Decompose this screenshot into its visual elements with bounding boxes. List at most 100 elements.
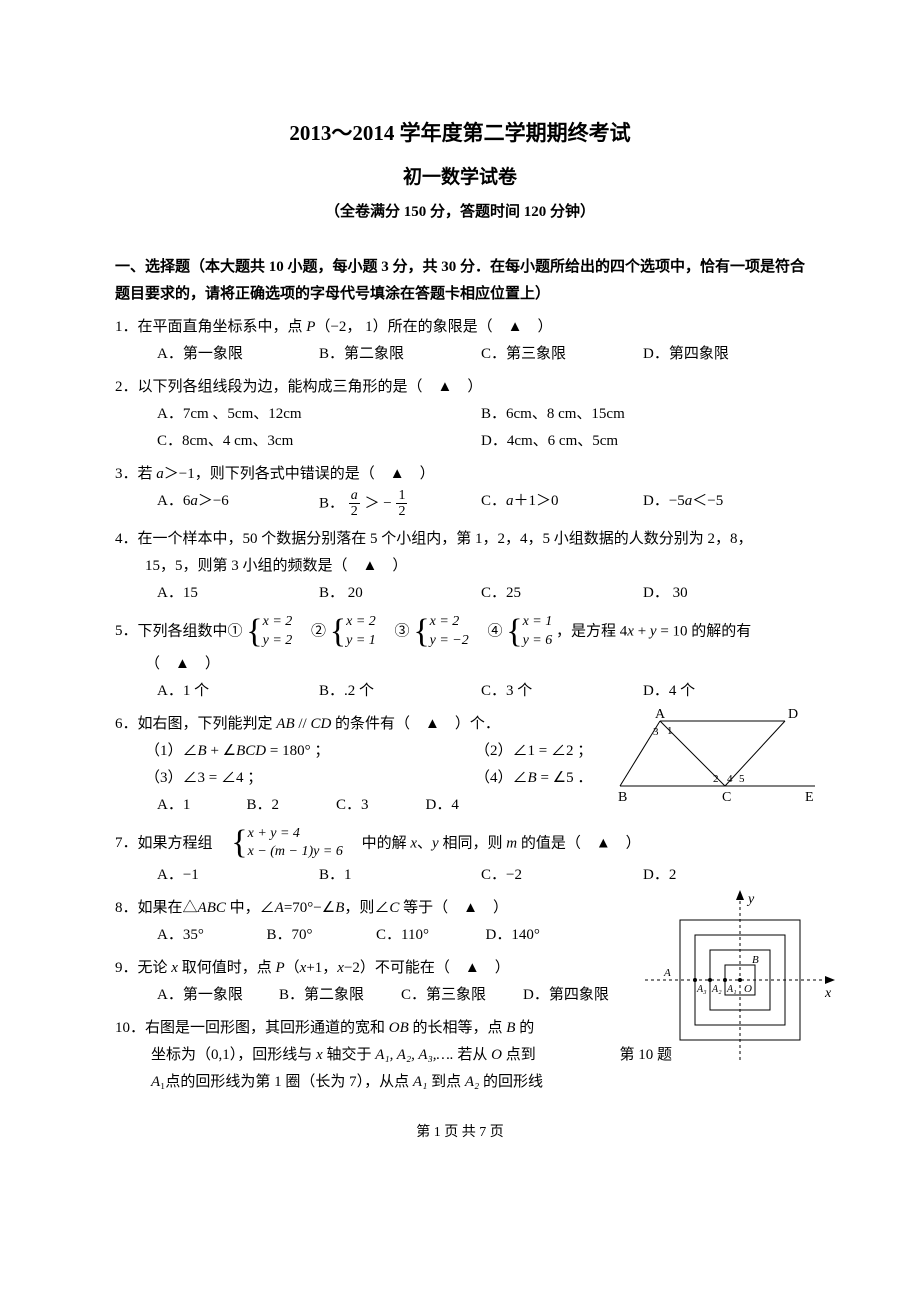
q9-num: 9．: [115, 955, 138, 982]
q6-opt-b: B．2: [247, 792, 337, 819]
q6-num: 6．: [115, 711, 138, 738]
q6-lblD: D: [788, 707, 798, 722]
q7-mc: 相同，则: [439, 835, 507, 851]
q10l2d: 点到: [502, 1047, 536, 1063]
q6-cond3: （3）∠3 = ∠4 ；: [145, 765, 475, 792]
q4-stem2: 15，5，则第 3 小组的频数是（ ▲ ）: [115, 553, 805, 580]
q9x1: x: [171, 960, 178, 976]
q8-num: 8．: [115, 895, 138, 922]
q8b: 中，∠: [226, 900, 275, 916]
q10-A1: A₁: [726, 984, 737, 995]
q4-opt-a: A．15: [157, 580, 319, 607]
q10-figure: y x O B A A₁ A₂ A₃: [640, 885, 840, 1075]
question-4: 4． 在一个样本中，50 个数据分别落在 5 个小组内，第 1，2，4，5 小组…: [115, 526, 805, 607]
q6-lblB: B: [618, 790, 627, 805]
title-main: 2013～2014 学年度第二学期期终考试: [115, 115, 805, 153]
q5-px: x: [627, 623, 634, 639]
q5-m3: ④: [473, 623, 503, 639]
q3-var: a: [156, 466, 164, 482]
q10pts: A₁, A₂, A₃,….: [375, 1047, 453, 1063]
q5-stem: 下列各组数中① {x = 2y = 2 ② {x = 2y = 1 ③ {x =…: [138, 613, 805, 651]
q6-n3: 3: [653, 726, 659, 738]
q5-py: y: [650, 623, 657, 639]
q3b-n2: 1: [396, 488, 407, 504]
q7-grp: {x + y = 4x − (m − 1)y = 6: [231, 825, 343, 863]
q5-num: 5．: [115, 618, 138, 645]
q7-opt-b: B．1: [319, 862, 481, 889]
q3a-var: a: [190, 493, 198, 509]
q7-pre: 如果方程组: [138, 835, 228, 851]
q9e: −2）不可能在（ ▲ ）: [344, 960, 510, 976]
q1-num: 1．: [115, 314, 138, 341]
q10l2c: 若从: [454, 1047, 492, 1063]
q10l3b: 点的回形线为第 1 圈（长为 7），从点: [165, 1074, 413, 1090]
q6-opt-d: D．4: [426, 792, 516, 819]
q8abc: ABC: [198, 900, 226, 916]
q6-n1: 1: [667, 725, 673, 737]
q5-grp1: {x = 2y = 2: [246, 613, 292, 651]
q7-opt-a: A．−1: [157, 862, 319, 889]
q6-b: 的条件有（ ▲ ）个．: [331, 716, 500, 732]
q9-opt-b: B．第二象限: [279, 982, 401, 1009]
q10-num: 10．: [115, 1015, 145, 1042]
q7-eq1: x + y = 4: [248, 825, 343, 844]
q10l2x: x: [316, 1047, 323, 1063]
q10l1c: 的: [515, 1020, 534, 1036]
q8C: C: [389, 900, 399, 916]
q9c: （: [285, 960, 300, 976]
q9b: 取何值时，点: [178, 960, 276, 976]
q3b-n1: a: [349, 488, 360, 504]
q10-A2: A₂: [711, 984, 722, 995]
q4-opt-c: C．25: [481, 580, 643, 607]
q1-opt-d: D．第四象限: [643, 341, 805, 368]
q10O2: O: [491, 1047, 502, 1063]
q5-grp4: {x = 1y = 6: [506, 613, 552, 651]
q6c1e: = 180° ；: [266, 743, 329, 759]
q6-lblA: A: [655, 707, 666, 722]
q1-opt-a: A．第一象限: [157, 341, 319, 368]
q10l3c: 到点: [427, 1074, 465, 1090]
q1-stem-b: （−2， 1）所在的象限是（ ▲ ）: [315, 319, 552, 335]
q5-g3b: y = −2: [430, 632, 469, 651]
q6-ab: AB: [276, 716, 294, 732]
q6c1c: + ∠: [207, 743, 236, 759]
q10A1t: A₁: [413, 1074, 427, 1090]
q7-m: m: [506, 835, 517, 851]
q8a: 如果在△: [138, 900, 198, 916]
q9x3: x: [337, 960, 344, 976]
q2-opt-d: D．4cm、6 cm、5cm: [481, 428, 805, 455]
q8-opt-c: C．110°: [376, 922, 486, 949]
q6c4a: （4）∠: [475, 770, 528, 786]
q7-ma: 中的解: [347, 835, 411, 851]
q1-stem: 在平面直角坐标系中，点 P（−2， 1）所在的象限是（ ▲ ）: [138, 314, 805, 341]
q5-pre: 下列各组数中①: [138, 623, 243, 639]
q6c1d: BCD: [236, 743, 266, 759]
q8e: 等于（ ▲ ）: [399, 900, 508, 916]
q3b-d1: 2: [349, 504, 360, 519]
q8-opt-d: D．140°: [486, 922, 596, 949]
q9P: P: [275, 960, 284, 976]
q3-a: 若: [138, 466, 157, 482]
q3-b: ＞−1，则下列各式中错误的是（ ▲ ）: [164, 466, 435, 482]
q3d-post: ＜−5: [692, 493, 723, 509]
q3b-frac1: a2: [349, 488, 360, 520]
q6-n2: 2: [713, 773, 719, 785]
q6c4b: B: [528, 770, 537, 786]
question-5: 5． 下列各组数中① {x = 2y = 2 ② {x = 2y = 1 ③ {…: [115, 613, 805, 705]
q2-opt-a: A．7cm 、5cm、12cm: [157, 401, 481, 428]
q8-10-block: y x O B A A₁ A₂ A₃ 8． 如果在△ABC 中，∠A=70°−∠…: [115, 895, 805, 1096]
q9a: 无论: [138, 960, 172, 976]
q10l1a: 右图是一回形图，其回形通道的宽和: [145, 1020, 389, 1036]
section-1-heading: 一、选择题（本大题共 10 小题，每小题 3 分，共 30 分．在每小题所给出的…: [115, 254, 805, 308]
q3c-pre: C．: [481, 493, 506, 509]
q5-g1a: x = 2: [263, 613, 293, 632]
question-3: 3． 若 a＞−1，则下列各式中错误的是（ ▲ ） A．6a＞−6 B． a2 …: [115, 461, 805, 520]
q3-stem: 若 a＞−1，则下列各式中错误的是（ ▲ ）: [138, 461, 805, 488]
q8-opt-a: A．35°: [157, 922, 267, 949]
q5-opt-d: D．4 个: [643, 678, 805, 705]
q10-O: O: [744, 983, 752, 995]
q6-lblC: C: [722, 790, 731, 805]
q1-opt-b: B．第二象限: [319, 341, 481, 368]
q9-opt-a: A．第一象限: [157, 982, 279, 1009]
q3d-pre: D．−5: [643, 493, 685, 509]
